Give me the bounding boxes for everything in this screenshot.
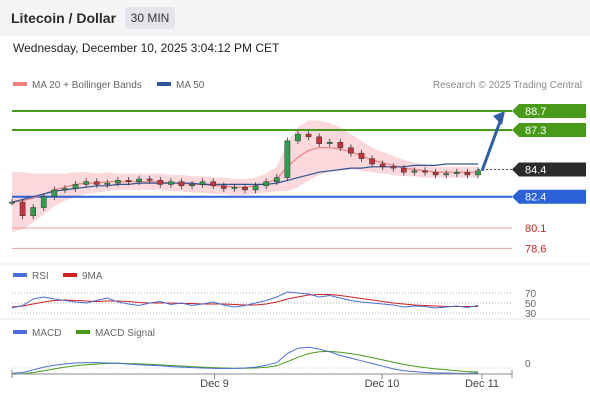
projection-arrowhead — [493, 110, 505, 125]
legend-swatch-ma-bollinger — [13, 82, 27, 87]
candle — [464, 171, 471, 176]
legend-macd: MACD — [13, 328, 61, 339]
legend-rsi-ma: 9MA — [63, 271, 103, 282]
candle — [146, 178, 153, 181]
candle — [358, 152, 365, 159]
legend-label-macd-signal: MACD Signal — [95, 328, 156, 339]
rsi-tick-50: 50 — [525, 299, 537, 310]
candle — [326, 142, 333, 144]
candle — [242, 186, 248, 191]
candle — [263, 181, 270, 187]
candle — [443, 173, 450, 176]
candle — [51, 189, 58, 197]
level-tag-0 — [512, 103, 586, 118]
legend-ma50: MA 50 — [157, 80, 204, 91]
candle — [168, 181, 174, 185]
candle — [411, 170, 418, 173]
candle — [390, 166, 397, 169]
candle — [83, 181, 89, 185]
macd-zero-tick: 0 — [525, 359, 531, 370]
candle — [337, 142, 344, 148]
candle — [104, 182, 111, 185]
candle — [40, 196, 47, 208]
candle — [19, 201, 26, 216]
candle — [115, 180, 121, 184]
legend-swatch-rsi — [13, 273, 27, 278]
candle — [432, 171, 439, 176]
legend-swatch-ma50 — [157, 82, 171, 87]
candle — [379, 163, 386, 168]
instrument-title: Litecoin / Dollar — [11, 10, 117, 26]
candle — [189, 184, 195, 187]
rsi-line — [11, 291, 479, 309]
candle — [348, 147, 354, 154]
x-tick-label-1: Dec 10 — [365, 378, 400, 390]
level-tag-label-0: 88.7 — [525, 106, 546, 118]
level-label-5: 78.6 — [525, 243, 546, 255]
legend-ma-bollinger: MA 20 + Bollinger Bands — [13, 80, 142, 91]
legend-rsi: RSI — [13, 271, 49, 282]
level-label-4: 80.1 — [525, 223, 546, 235]
legend-label-ma-bollinger: MA 20 + Bollinger Bands — [32, 80, 142, 91]
candle — [125, 180, 132, 182]
level-tag-label-1: 87.3 — [525, 125, 546, 137]
candle — [273, 177, 280, 182]
candle — [369, 158, 375, 165]
legend-swatch-macd — [13, 330, 27, 335]
candle — [72, 184, 79, 189]
candle — [136, 178, 142, 182]
legend-label-macd: MACD — [32, 328, 62, 339]
research-credit: Research © 2025 Trading Central — [432, 80, 582, 91]
legend-swatch-rsi-ma — [63, 273, 77, 278]
legend-label-ma50: MA 50 — [176, 80, 205, 91]
candle — [422, 170, 428, 173]
rsi-tick-70: 70 — [525, 289, 537, 300]
candle — [199, 181, 206, 185]
candle — [231, 186, 238, 189]
x-tick-label-0: Dec 9 — [200, 378, 229, 390]
candle — [295, 133, 301, 142]
projection-arrow — [480, 118, 503, 172]
legend-macd-signal: MACD Signal — [76, 328, 155, 339]
candle — [316, 136, 322, 144]
rsi-tick-30: 30 — [525, 309, 537, 320]
candle — [93, 181, 100, 185]
bollinger-band — [12, 120, 478, 233]
candle — [62, 188, 68, 191]
timeframe-button[interactable]: 30 MIN — [125, 7, 175, 29]
candle — [9, 201, 15, 204]
candle — [30, 207, 37, 216]
level-tag-3 — [512, 189, 586, 204]
candle — [178, 181, 185, 187]
chart-header: Litecoin / Dollar 30 MIN — [0, 0, 590, 36]
legend-label-rsi: RSI — [32, 271, 49, 282]
level-tag-1 — [512, 123, 586, 138]
x-tick-label-2: Dec 11 — [465, 378, 499, 390]
candle — [453, 171, 460, 174]
candle — [401, 167, 407, 173]
timestamp-label: Wednesday, December 10, 2025 3:04:12 PM … — [13, 41, 280, 55]
level-tag-label-3: 82.4 — [525, 192, 546, 204]
candle — [157, 180, 164, 185]
candle — [284, 140, 291, 178]
level-tag-2 — [512, 162, 586, 177]
candle — [475, 170, 481, 176]
candle — [220, 185, 227, 189]
candle — [305, 133, 312, 138]
candle — [252, 185, 259, 191]
level-tag-label-2: 84.4 — [525, 164, 546, 176]
macd-line — [11, 346, 479, 374]
legend-swatch-macd-signal — [76, 330, 90, 335]
legend-label-rsi-ma: 9MA — [82, 271, 103, 282]
candle — [210, 181, 217, 187]
